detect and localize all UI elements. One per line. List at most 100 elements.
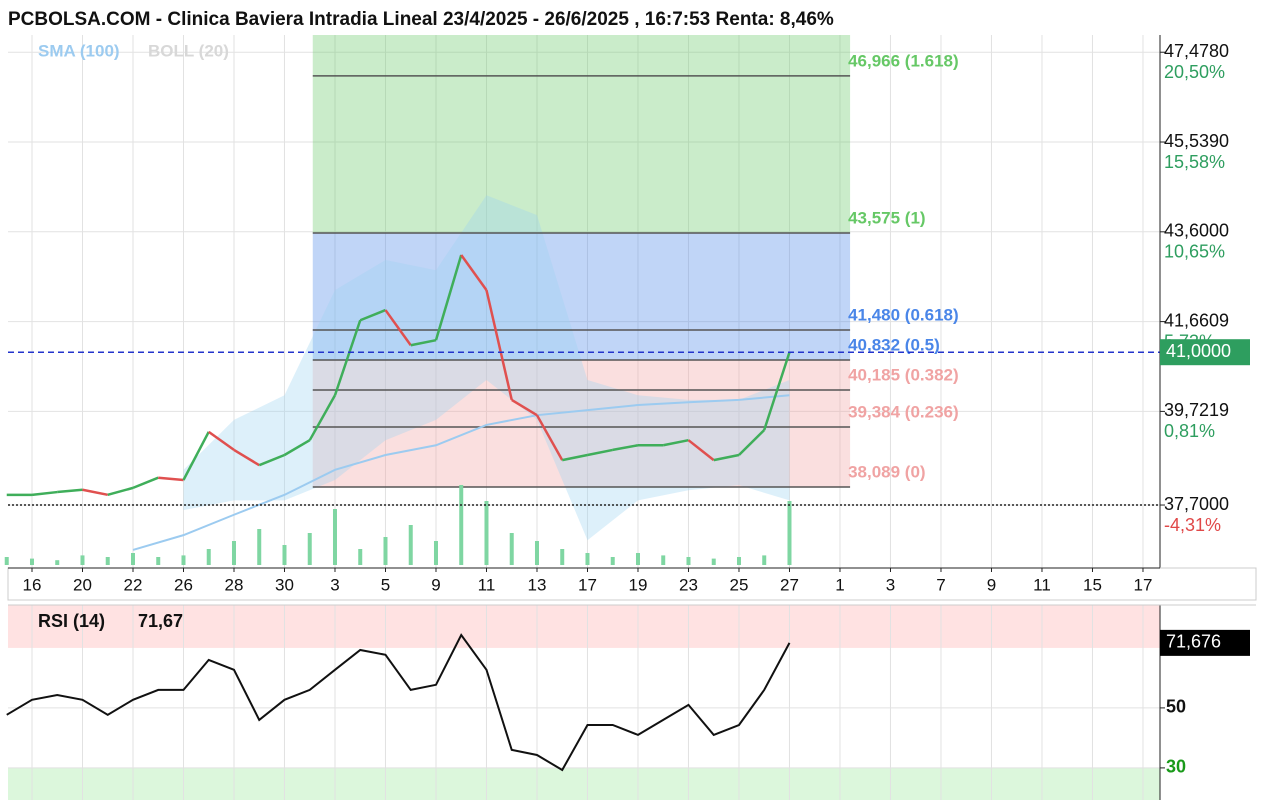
volume-bar — [762, 555, 767, 565]
title-bar — [8, 8, 1160, 35]
x-tick-label: 16 — [23, 575, 42, 594]
fib-label: 43,575 (1) — [848, 208, 926, 227]
price-segment — [434, 254, 463, 341]
y-tick-label: 30 — [1166, 757, 1186, 777]
return-label: 15,58% — [1164, 152, 1225, 172]
price-segment — [31, 490, 58, 497]
volume-bar — [206, 549, 211, 565]
volume-bar — [635, 553, 640, 565]
return-label: -4,31% — [1164, 515, 1221, 535]
fib-zone — [312, 359, 851, 390]
x-tick-label: 25 — [730, 575, 749, 594]
price-segment — [308, 394, 337, 441]
price-segment — [158, 476, 184, 482]
price-segment — [485, 289, 513, 401]
volume-bar — [307, 533, 312, 565]
price-segment — [612, 444, 639, 452]
x-tick-label: 3 — [886, 575, 895, 594]
return-label: 20,50% — [1164, 62, 1225, 82]
x-tick-label: 7 — [936, 575, 945, 594]
volume-bar — [610, 557, 615, 565]
x-tick-label: 13 — [528, 575, 547, 594]
volume-bar — [130, 553, 135, 565]
legend-boll: BOLL (20) — [148, 41, 229, 60]
fib-label: 40,832 (0.5) — [848, 335, 940, 354]
x-tick-label: 23 — [679, 575, 698, 594]
last-price-label: 41,0000 — [1166, 341, 1231, 361]
price-segment — [763, 351, 791, 431]
volume-bar — [4, 557, 9, 565]
price-segment — [233, 448, 260, 467]
y-tick-label: 47,4780 — [1164, 41, 1229, 61]
rsi-last-box — [1160, 629, 1250, 656]
volume-bar — [181, 555, 186, 565]
price-segment — [587, 448, 613, 457]
price-segment — [713, 453, 740, 462]
volume-bar — [332, 509, 337, 565]
price-segment — [283, 439, 311, 457]
volume-bar — [560, 549, 565, 565]
price-segment — [561, 453, 588, 462]
volume-bar — [105, 557, 110, 565]
y-tick-label: 39,7219 — [1164, 400, 1229, 420]
volume-bar — [736, 557, 741, 565]
x-tick-label: 9 — [987, 575, 996, 594]
fib-label: 39,384 (0.236) — [848, 403, 959, 422]
price-segment — [662, 438, 689, 447]
x-tick-label: 11 — [1033, 575, 1051, 594]
price-segment — [460, 254, 488, 291]
price-segment — [511, 398, 538, 417]
fib-label: 38,089 (0) — [848, 462, 926, 481]
x-tick-label: 1 — [835, 575, 844, 594]
price-segment — [359, 308, 386, 322]
price-segment — [410, 338, 437, 347]
last-price-box — [1160, 339, 1250, 366]
y-tick-label: 45,5390 — [1164, 131, 1229, 151]
y-tick-label: 50 — [1166, 697, 1186, 717]
fib-zone — [312, 75, 851, 233]
overbought-zone — [8, 605, 1160, 648]
x-tick-label: 20 — [73, 575, 92, 594]
price-segment — [258, 453, 285, 467]
oversold-zone — [8, 767, 1160, 800]
volume-bar — [686, 557, 691, 565]
volume-bar — [231, 541, 236, 565]
fib-label: 46,966 (1.618) — [848, 51, 959, 70]
return-label: 10,65% — [1164, 242, 1225, 262]
volume-bar — [383, 537, 388, 565]
y-tick-label: 41,6609 — [1164, 310, 1229, 330]
volume-bar — [358, 549, 363, 565]
volume-bar — [257, 529, 262, 565]
volume-bar — [585, 553, 590, 565]
x-tick-label: 30 — [275, 575, 294, 594]
rsi-last-label: 71,676 — [1166, 632, 1221, 652]
volume-bar — [408, 525, 413, 565]
volume-bar — [433, 541, 438, 565]
price-segment — [384, 309, 412, 346]
x-tick-label: 17 — [578, 575, 597, 594]
x-tick-label: 9 — [431, 575, 440, 594]
volume-bar — [459, 485, 464, 565]
x-tick-label: 28 — [225, 575, 244, 594]
volume-bar — [80, 555, 85, 565]
price-segment — [208, 430, 235, 451]
sma-line — [132, 394, 790, 551]
price-segment — [57, 488, 83, 494]
price-segment — [132, 476, 159, 490]
volume-bar — [661, 555, 666, 565]
rsi-title: RSI (14) — [38, 611, 105, 631]
fib-zone — [312, 389, 851, 428]
volume-bar — [29, 558, 34, 565]
rsi-line — [6, 633, 791, 772]
volume-bar — [282, 545, 287, 565]
fib-label: 41,480 (0.618) — [848, 305, 959, 324]
price-segment — [82, 488, 108, 497]
price-segment — [687, 439, 715, 462]
volume-bar — [156, 557, 161, 565]
price-segment — [182, 431, 210, 481]
price-segment — [107, 486, 134, 497]
price-segment — [738, 429, 766, 456]
return-label: 0,81% — [1164, 421, 1215, 441]
